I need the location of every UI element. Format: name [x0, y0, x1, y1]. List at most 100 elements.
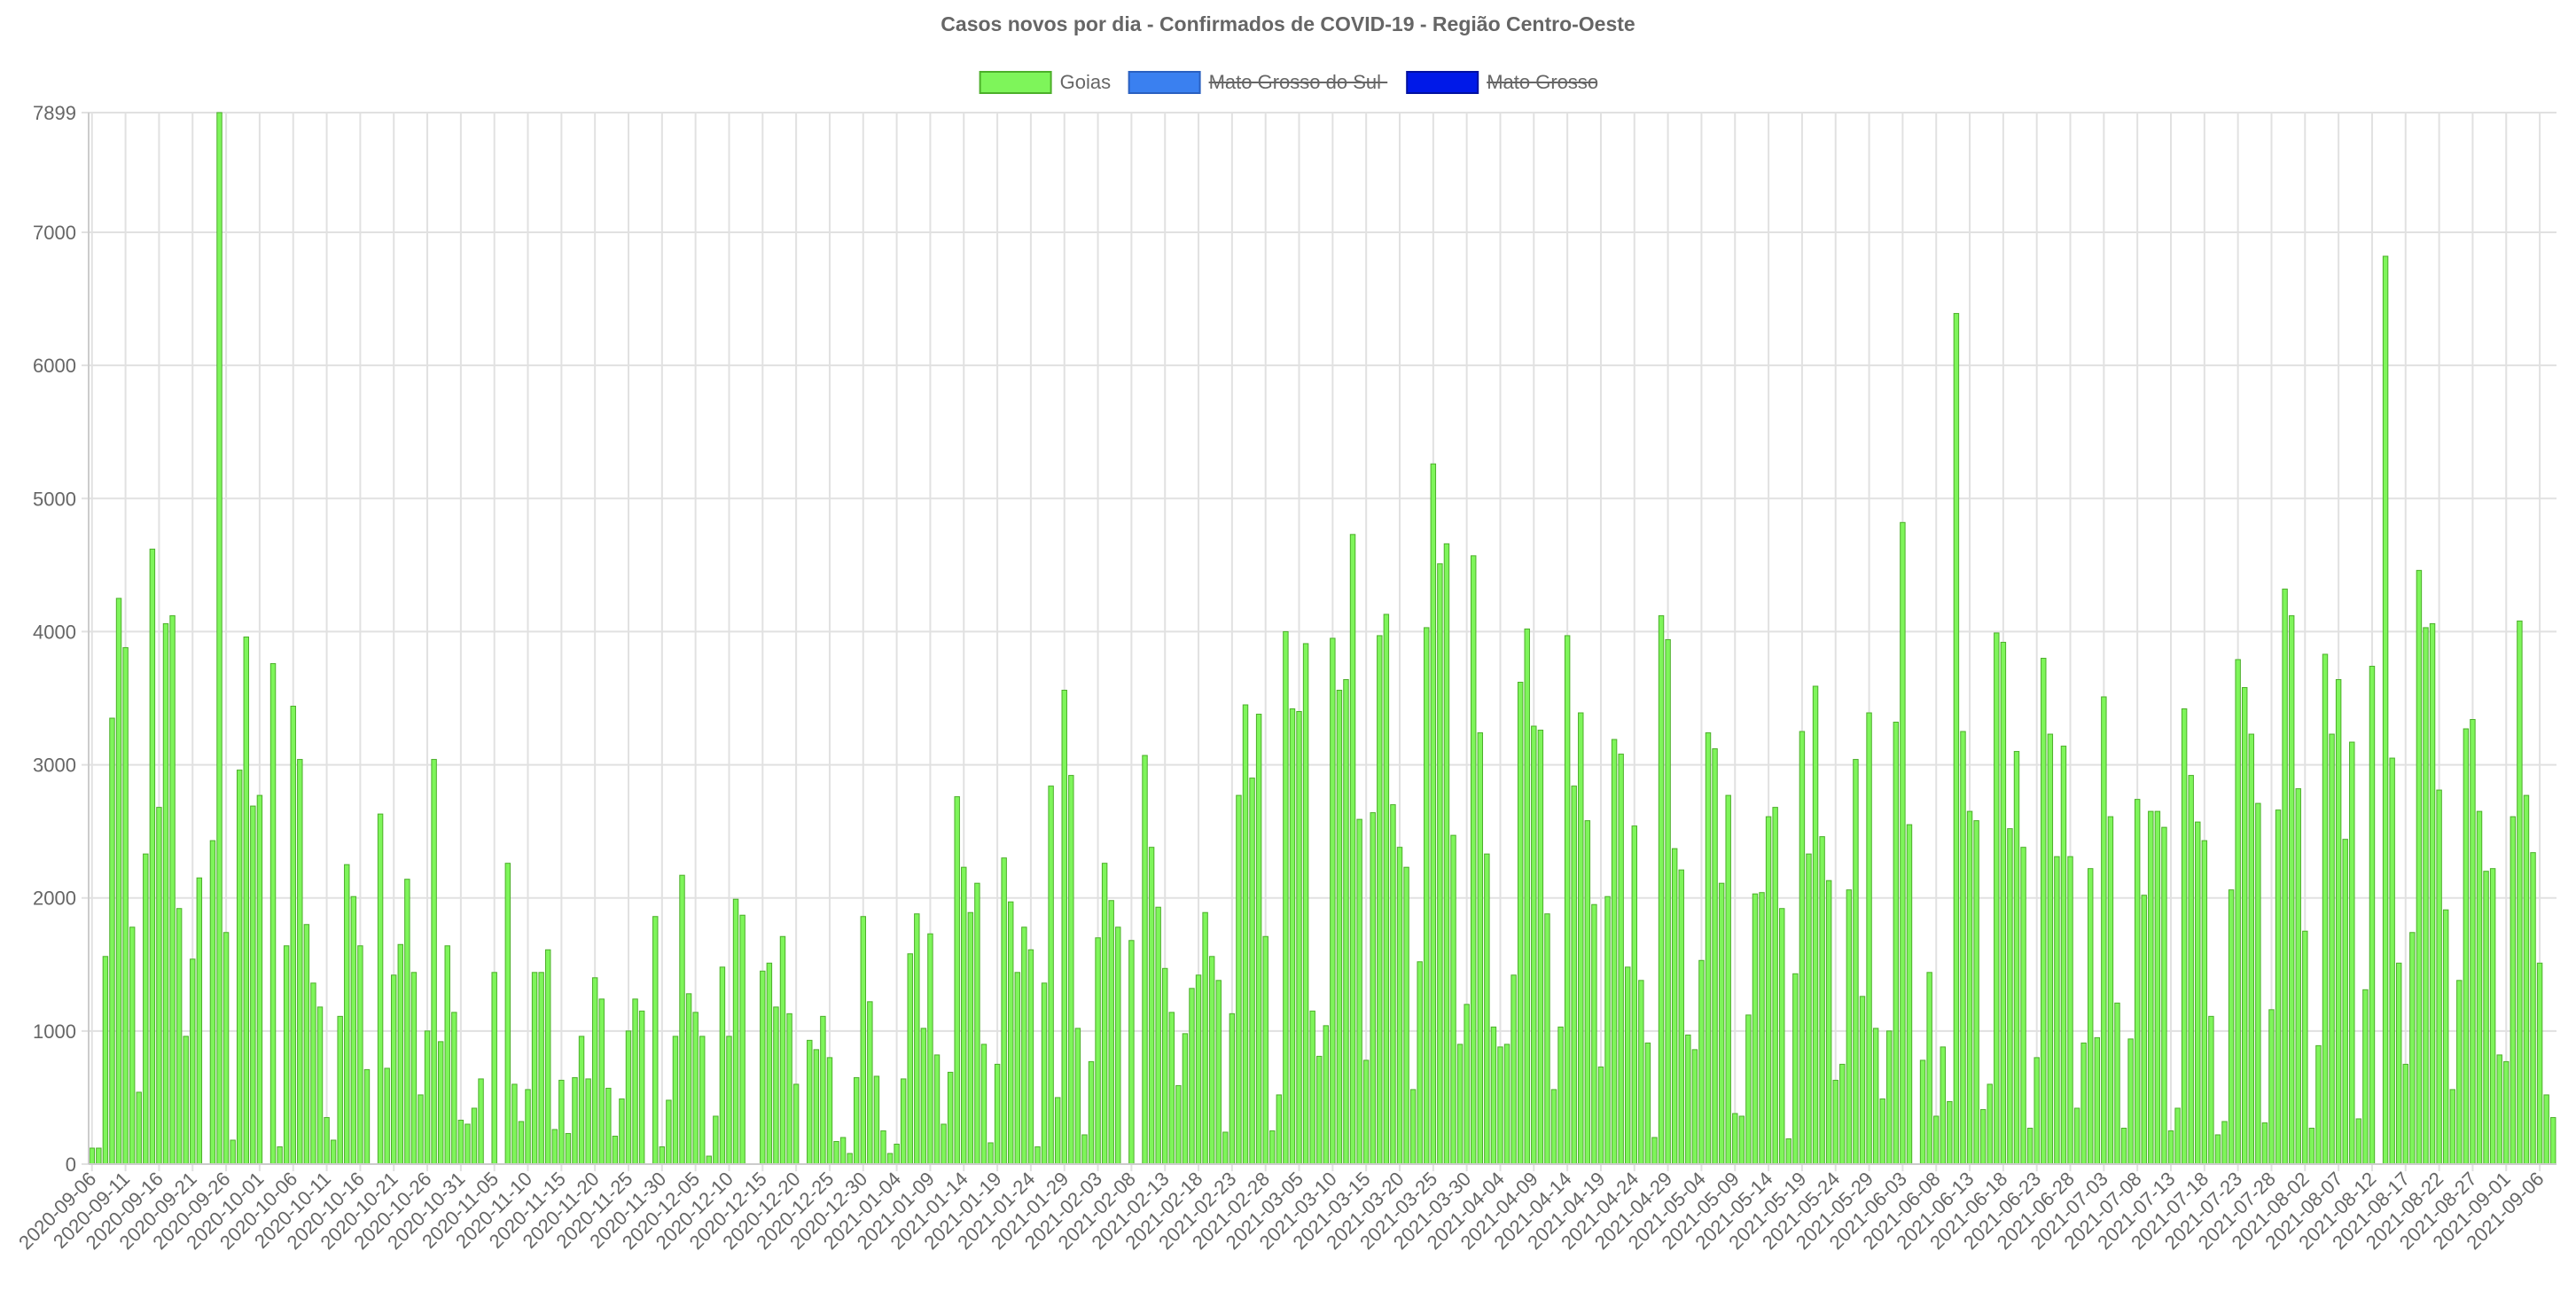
bar[interactable]	[89, 1147, 96, 1165]
bar[interactable]	[2543, 1094, 2549, 1165]
bar[interactable]	[2154, 810, 2161, 1165]
bar[interactable]	[2148, 810, 2154, 1165]
bar[interactable]	[1900, 521, 1906, 1165]
bar[interactable]	[2013, 751, 2020, 1165]
bar[interactable]	[216, 112, 222, 1165]
bar[interactable]	[410, 972, 418, 1165]
bar[interactable]	[1161, 967, 1168, 1165]
bar[interactable]	[1128, 940, 1135, 1165]
bar[interactable]	[1825, 880, 1832, 1165]
bar[interactable]	[222, 932, 230, 1165]
bar[interactable]	[115, 598, 122, 1165]
bar[interactable]	[1061, 689, 1067, 1165]
bar[interactable]	[1550, 1089, 1557, 1165]
bar[interactable]	[2268, 1009, 2275, 1165]
bar[interactable]	[2409, 932, 2416, 1165]
bar[interactable]	[1671, 848, 1678, 1165]
bar[interactable]	[1893, 722, 1900, 1165]
bar[interactable]	[2255, 802, 2261, 1165]
bar[interactable]	[290, 705, 296, 1165]
bar[interactable]	[1309, 1010, 1315, 1165]
bar[interactable]	[96, 1147, 102, 1165]
bar[interactable]	[826, 1057, 833, 1165]
bar[interactable]	[779, 935, 786, 1165]
bar[interactable]	[1846, 889, 1853, 1165]
bar[interactable]	[2282, 588, 2288, 1165]
bar[interactable]	[2382, 255, 2389, 1165]
bar[interactable]	[1752, 893, 1759, 1165]
bar[interactable]	[2449, 1089, 2455, 1165]
bar[interactable]	[1450, 834, 1456, 1165]
bar[interactable]	[2470, 719, 2476, 1165]
bar[interactable]	[491, 972, 497, 1165]
bar[interactable]	[1403, 866, 1409, 1165]
bar[interactable]	[2073, 1107, 2080, 1165]
bar[interactable]	[269, 662, 277, 1165]
bar[interactable]	[672, 1036, 679, 1165]
bar[interactable]	[860, 916, 867, 1165]
bar[interactable]	[1678, 869, 1684, 1165]
bar[interactable]	[1377, 635, 1383, 1165]
bar[interactable]	[156, 807, 162, 1165]
bar[interactable]	[424, 1030, 431, 1165]
bar[interactable]	[1866, 712, 1872, 1165]
bar[interactable]	[2315, 1044, 2322, 1165]
bar[interactable]	[1490, 1026, 1497, 1165]
bar[interactable]	[2020, 847, 2026, 1165]
bar[interactable]	[2026, 1127, 2033, 1165]
bar[interactable]	[987, 1142, 994, 1165]
bar[interactable]	[2208, 1015, 2214, 1165]
bar[interactable]	[605, 1087, 612, 1165]
bar[interactable]	[2302, 930, 2308, 1165]
bar[interactable]	[2067, 856, 2073, 1165]
legend-item[interactable]: Mato Grosso	[1406, 71, 1598, 94]
bar[interactable]	[2201, 840, 2208, 1165]
bar[interactable]	[927, 933, 933, 1165]
bar[interactable]	[1409, 1089, 1417, 1165]
bar[interactable]	[1464, 1004, 1470, 1165]
bar[interactable]	[236, 770, 243, 1165]
bar[interactable]	[390, 974, 397, 1165]
bar[interactable]	[1799, 731, 1806, 1165]
bar[interactable]	[1919, 1060, 1926, 1165]
bar[interactable]	[1390, 804, 1396, 1165]
bar[interactable]	[2181, 708, 2188, 1165]
legend-swatch[interactable]	[1406, 71, 1479, 94]
bar[interactable]	[1182, 1033, 1189, 1165]
bar[interactable]	[2214, 1134, 2221, 1165]
bar[interactable]	[1276, 1094, 1283, 1165]
bar[interactable]	[256, 794, 263, 1165]
bar[interactable]	[169, 614, 176, 1165]
bar[interactable]	[2456, 980, 2463, 1165]
bar[interactable]	[1987, 1083, 1993, 1165]
bar[interactable]	[2060, 746, 2067, 1165]
bar[interactable]	[1155, 906, 1161, 1165]
bar[interactable]	[2248, 733, 2255, 1165]
bar[interactable]	[2416, 569, 2423, 1165]
bar[interactable]	[1839, 1063, 1846, 1165]
bar[interactable]	[243, 636, 250, 1165]
bar[interactable]	[551, 1129, 558, 1165]
bar[interactable]	[538, 972, 544, 1165]
legend-swatch[interactable]	[1128, 71, 1201, 94]
bar[interactable]	[1497, 1046, 1503, 1165]
bar[interactable]	[1544, 913, 1550, 1165]
bar[interactable]	[679, 874, 685, 1165]
bar[interactable]	[1349, 534, 1356, 1165]
bar[interactable]	[1249, 778, 1255, 1165]
bar[interactable]	[122, 646, 129, 1165]
bar[interactable]	[1101, 863, 1108, 1165]
bar[interactable]	[2275, 809, 2282, 1165]
bar[interactable]	[598, 998, 605, 1165]
bar[interactable]	[1027, 949, 1034, 1165]
bar[interactable]	[1115, 927, 1121, 1165]
bar[interactable]	[544, 949, 551, 1165]
bar[interactable]	[1262, 935, 1268, 1165]
bar[interactable]	[2429, 622, 2436, 1165]
bar[interactable]	[1745, 1014, 1752, 1165]
bar[interactable]	[431, 759, 437, 1165]
bar[interactable]	[1041, 982, 1048, 1165]
bar[interactable]	[1906, 824, 1913, 1165]
bar[interactable]	[183, 1036, 189, 1165]
bar[interactable]	[1456, 1044, 1464, 1165]
